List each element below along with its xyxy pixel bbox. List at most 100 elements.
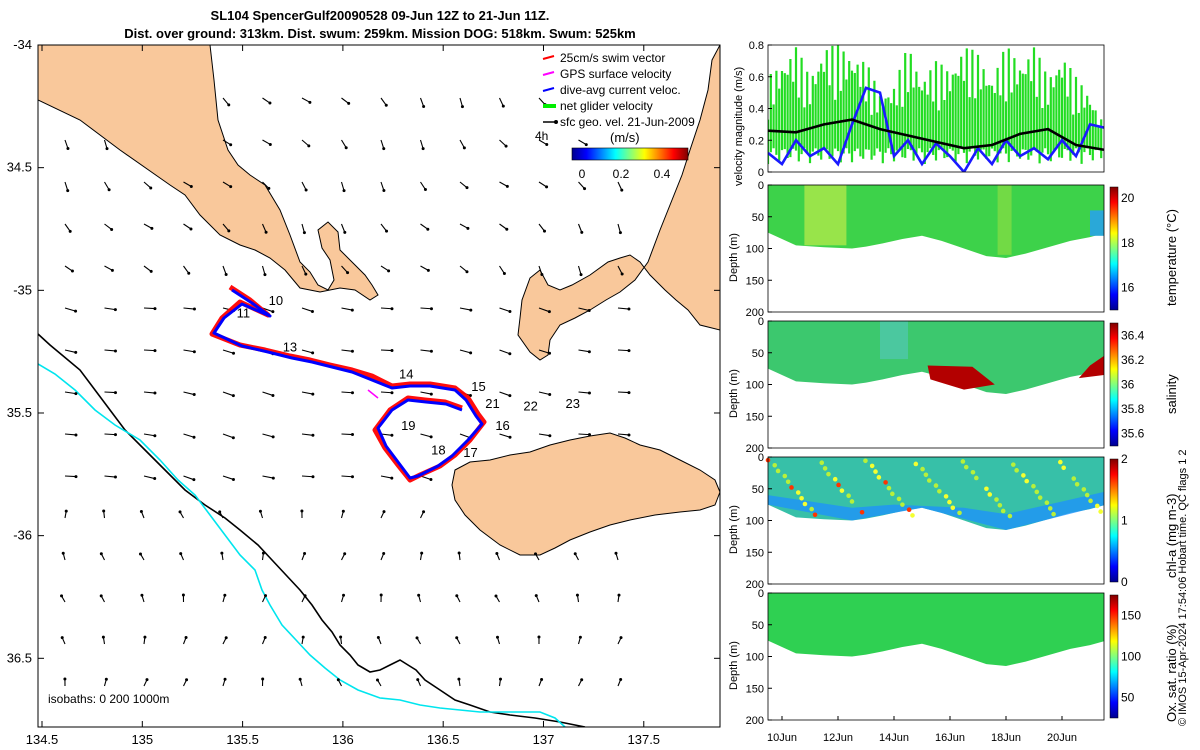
current-arrow-head <box>263 594 267 598</box>
current-arrow <box>578 391 590 394</box>
current-arrow-head <box>192 307 196 311</box>
speed-colorbar: 4h (m/s) 0 0.2 0.4 <box>535 129 689 181</box>
salinity-colorbar-tick: 36 <box>1121 378 1135 392</box>
current-arrow-head <box>300 509 304 513</box>
current-arrow <box>143 475 155 480</box>
day-marker-label: 18 <box>431 443 445 458</box>
current-arrow-head <box>298 677 302 681</box>
oxygen-section: 0 50 100 150 200 50 100 150 <box>746 588 1142 727</box>
current-arrow-head <box>271 476 275 480</box>
current-arrow-head <box>113 391 117 395</box>
day-marker-label: 14 <box>399 367 413 382</box>
current-arrow-head <box>227 229 231 233</box>
current-arrow <box>262 475 274 479</box>
current-arrow <box>578 349 590 353</box>
surface-current-arrows <box>60 97 631 687</box>
current-arrow-head <box>231 394 235 398</box>
current-arrow <box>143 223 153 229</box>
temperature-colorbar-tick: 16 <box>1121 281 1135 295</box>
current-arrow-head <box>192 478 196 482</box>
chla-sample-dot <box>950 505 956 511</box>
high-salinity-patch-east <box>1078 355 1104 379</box>
current-arrow-head <box>311 351 315 355</box>
map-frame <box>37 44 721 728</box>
chla-sample-dot <box>1098 509 1103 514</box>
current-arrow <box>341 475 353 478</box>
current-arrow-head <box>420 551 424 555</box>
map-legend: 25cm/s swim vector GPS surface velocity di… <box>542 51 695 129</box>
current-arrow-head <box>110 227 114 231</box>
chla-sample-dot <box>785 479 791 485</box>
current-arrow <box>459 139 465 149</box>
chla-sample-dot <box>960 459 966 464</box>
salinity-colorbar <box>1109 322 1119 447</box>
current-arrow <box>380 433 392 436</box>
depth-sections: 05010015020016182005010015020035.635.836… <box>746 180 1145 727</box>
date-tick-label: 18Jun <box>991 732 1021 744</box>
current-arrow <box>459 307 471 311</box>
oxygen-depth-tick-label: 150 <box>746 683 764 695</box>
current-arrow <box>183 307 195 310</box>
current-arrow-head <box>534 594 538 598</box>
lat-tick-label: -36 <box>13 528 32 543</box>
current-arrow-head <box>189 184 193 188</box>
current-arrow-head <box>429 349 433 353</box>
current-arrow <box>341 265 348 274</box>
current-arrow <box>538 433 550 437</box>
current-arrow <box>617 391 630 394</box>
chla-sample-dot <box>1021 473 1026 478</box>
current-arrow-head <box>508 435 512 439</box>
day-marker-label: 13 <box>283 340 297 355</box>
velocity-ytick-label: 0 <box>758 167 764 179</box>
current-arrow-head <box>465 186 469 190</box>
chla-sample-dot <box>1051 511 1056 517</box>
current-arrow-head <box>457 677 461 681</box>
current-arrow-head <box>229 143 233 147</box>
current-arrow-head <box>68 229 72 233</box>
track-day-markers: 10 11 13 14 15 16 17 18 19 21 22 23 <box>237 293 580 460</box>
current-arrow-head <box>429 392 433 396</box>
day-marker-label: 22 <box>523 399 537 414</box>
chla-sample-dot <box>795 490 801 495</box>
current-arrow <box>262 139 271 145</box>
legend-label: sfc geo. vel. 21-Jun-2009 <box>560 115 695 129</box>
chla-sample-dot <box>896 496 902 502</box>
chla-sample-dot <box>1081 487 1087 492</box>
current-arrow-head <box>375 678 379 682</box>
current-arrow <box>262 433 274 438</box>
time-label: 4h <box>535 129 548 143</box>
temperature-depth-tick-label: 0 <box>758 180 764 192</box>
chla-sample-dot <box>987 492 993 497</box>
current-arrow-head <box>303 551 307 555</box>
temperature-depth-tick-label: 150 <box>746 275 764 287</box>
current-arrow-head <box>542 229 546 233</box>
current-arrow-head <box>218 510 222 514</box>
current-arrow <box>499 265 505 274</box>
lon-tick-label: 134.5 <box>26 732 59 747</box>
current-arrow-head <box>469 308 473 312</box>
lon-tick-label: 136 <box>332 732 354 747</box>
current-arrow-head <box>379 593 383 597</box>
current-arrow-head <box>261 551 265 555</box>
current-arrow-head <box>74 392 78 396</box>
current-arrow-head <box>376 636 380 640</box>
current-arrow-head <box>614 551 618 555</box>
current-arrow-head <box>192 393 196 397</box>
chla-sample-dot <box>913 461 919 467</box>
current-arrow-head <box>548 434 552 438</box>
chla-sample-dot <box>1024 478 1030 484</box>
current-arrow-head <box>113 308 117 312</box>
chla-sample-dot <box>775 468 781 474</box>
current-arrow-head <box>150 226 154 230</box>
current-arrow-head <box>229 185 233 189</box>
current-arrow-head <box>138 552 142 556</box>
chla-sample-dot <box>1094 503 1100 509</box>
lon-tick-label: 135.5 <box>226 732 259 747</box>
current-arrow <box>617 307 630 310</box>
salinity-depth-tick-label: 200 <box>746 443 764 455</box>
salinity-colorbar-tick: 36.2 <box>1121 353 1145 367</box>
chla-sample-dot <box>910 513 915 518</box>
current-arrow-head <box>342 593 346 597</box>
chla-sample-dot <box>890 491 895 497</box>
